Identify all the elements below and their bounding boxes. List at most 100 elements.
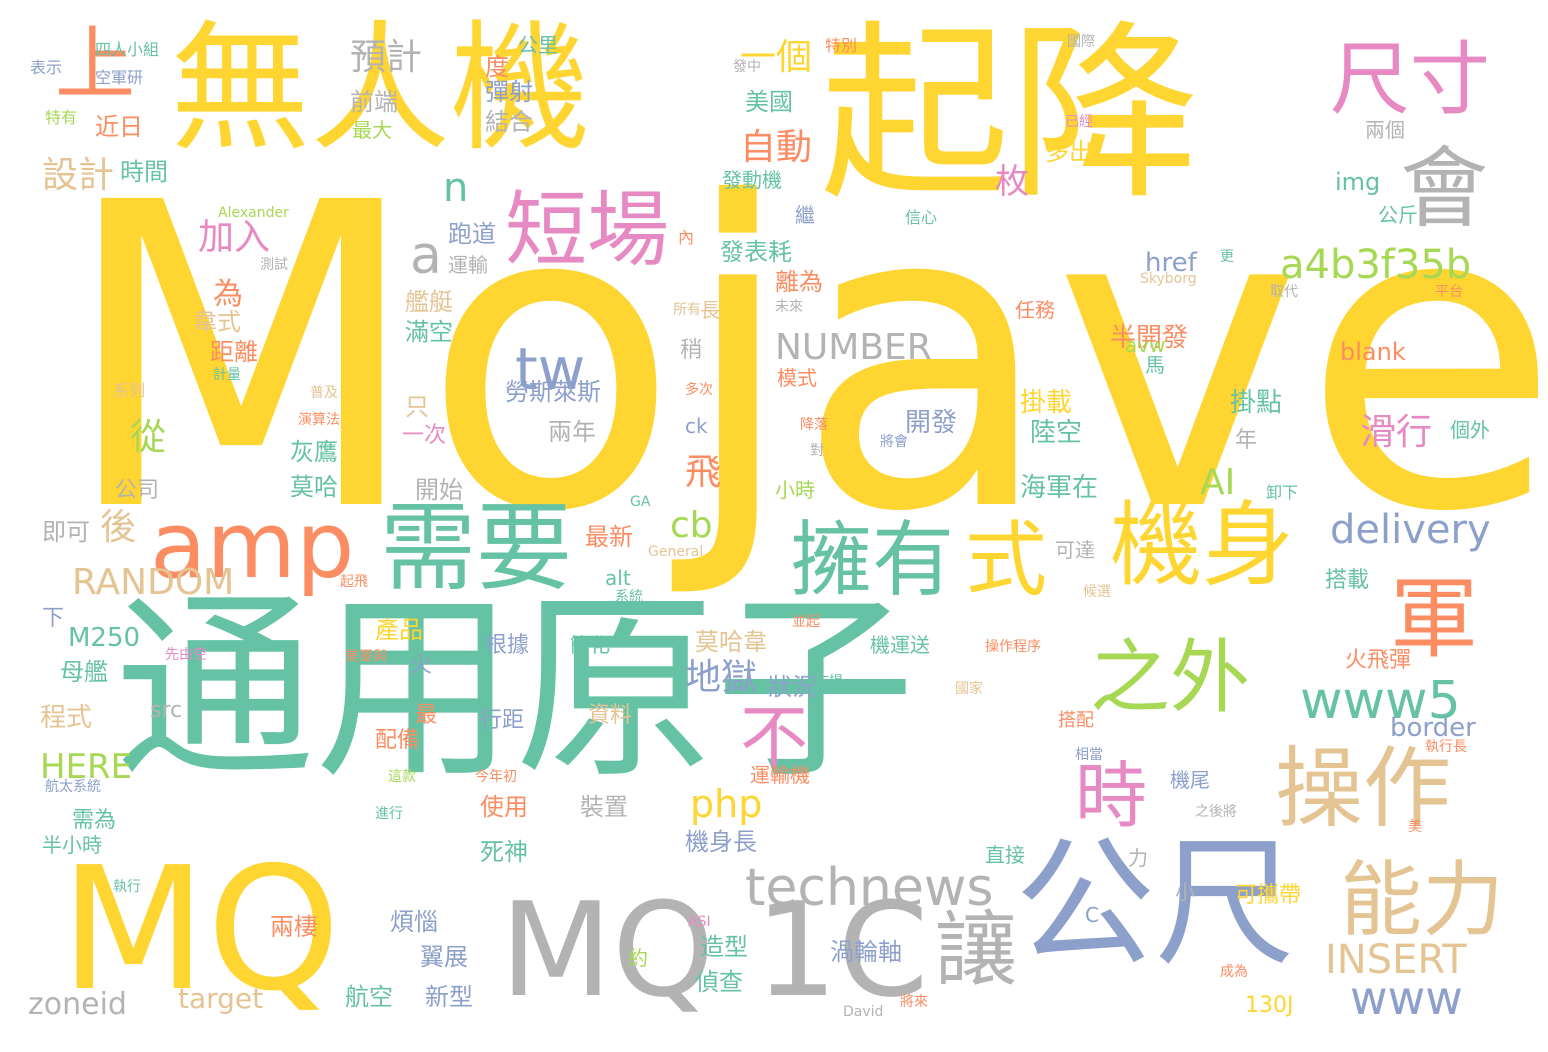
cloud-word: 加入 [198,217,271,258]
cloud-word: 搭載 [1325,568,1370,593]
cloud-word: 跑道 [448,220,496,248]
cloud-word: 煩惱 [390,908,438,936]
cloud-word: a [410,226,442,286]
cloud-word: 海軍在 [1020,473,1099,503]
cloud-word: Alexander [218,205,289,221]
cloud-word: 行距 [480,708,525,733]
cloud-word: 一個 [740,37,813,78]
cloud-word: 運輸機 [750,763,810,787]
cloud-word: 程式 [40,703,93,733]
cloud-word: 特有 [45,108,78,127]
cloud-word: MQ [500,874,715,1026]
cloud-word: 起飛 [340,574,368,590]
cloud-word: 無人機 [170,8,591,171]
cloud-word: 自動 [740,127,813,168]
cloud-word: 上 [55,18,135,111]
cloud-word: 個外 [1450,418,1490,442]
cloud-word: 成為 [1220,964,1248,980]
cloud-word: C [1085,903,1099,927]
cloud-word: 國家 [955,681,983,697]
cloud-word: 距離 [210,338,258,366]
cloud-word: 灰鷹 [290,438,338,466]
cloud-word: 莫哈 [290,473,338,501]
cloud-word: 執行長 [1425,739,1467,755]
cloud-word: 市場 [815,674,843,690]
cloud-word: RANDOM [72,562,235,603]
cloud-word: 直接 [985,843,1025,867]
cloud-word: 平台 [1435,284,1463,300]
cloud-word: 機身 [1110,492,1295,599]
cloud-word: 系統 [615,589,643,605]
cloud-word: target [178,982,264,1015]
cloud-word: 時 [1075,754,1148,838]
cloud-word: 公斤 [1378,203,1418,227]
cloud-word: NUMBER [775,327,932,368]
cloud-word: 偵查 [695,968,743,996]
cloud-word: Skyborg [1140,271,1197,287]
cloud-word: 兩個 [1365,118,1405,142]
cloud-word: 進行 [375,806,403,822]
cloud-word: 離為 [775,268,823,296]
cloud-word: 會 [1400,137,1489,240]
cloud-word: INSERT [1325,937,1467,983]
cloud-word: 130J [1245,993,1294,1018]
cloud-word: 度 [485,53,509,81]
cloud-word: 小時 [775,478,815,502]
cloud-word: www5 [1300,671,1461,731]
cloud-word: 陸空 [1030,418,1083,448]
cloud-word: HERE [40,747,133,787]
cloud-word: 軍 [1390,567,1479,670]
cloud-word: 資料 [588,703,633,728]
cloud-word: 半小時 [42,833,102,857]
cloud-word: src [150,698,183,723]
cloud-word: 稍 [680,338,703,363]
cloud-word: 運輸 [448,253,488,277]
cloud-word: 並起 [792,614,820,630]
cloud-word: 新型 [425,983,473,1011]
cloud-word: 長 [700,298,720,322]
cloud-word: 特別 [825,36,858,55]
cloud-word: 年 [1235,428,1258,453]
cloud-word: www [1350,971,1463,1025]
cloud-word: 機身長 [685,828,757,856]
cloud-word: 一次 [402,423,447,448]
cloud-word: 演算法 [298,412,340,428]
cloud-word: 內 [678,228,695,247]
cloud-word: 航空 [345,983,393,1011]
cloud-word: 普及 [310,385,338,401]
cloud-word: ck [685,414,708,438]
cloud-word: 四人小組 [95,40,160,59]
cloud-word: 對 [810,443,824,459]
cloud-word: 未來 [775,299,803,315]
cloud-word: 下 [42,606,65,631]
cloud-word: 母艦 [60,658,108,686]
cloud-word: 使用 [480,793,528,821]
cloud-word: delivery [1330,507,1491,553]
cloud-word: 開發 [905,408,958,438]
cloud-word: amp [150,492,355,599]
cloud-word: 起降 [820,4,1201,225]
cloud-word: 從 [130,417,167,458]
cloud-word: 狀況 [768,673,816,701]
cloud-word: 可攜帶 [1235,883,1302,908]
cloud-word: 設計 [42,155,115,196]
cloud-word: 操作 [1275,737,1452,840]
cloud-word: 之外 [1090,631,1250,724]
cloud-word: 美國 [745,88,793,116]
cloud-word: 通用原子 [115,573,916,806]
cloud-word: 美軍與 [345,649,387,665]
cloud-word: 1C [755,874,929,1026]
cloud-word: 簡化 [570,633,610,657]
cloud-word: n [443,165,469,211]
cloud-word: php [690,782,763,826]
cloud-word: tw [515,335,586,403]
cloud-word: David [843,1004,884,1020]
cloud-word: 結合 [485,108,533,136]
cloud-word: 多出 [1045,138,1093,166]
cloud-word: 配備 [375,728,420,753]
cloud-word: blank [1340,338,1406,366]
cloud-word: 已經 [1065,114,1093,130]
cloud-word: 滿空 [405,318,453,346]
cloud-word: 掛點 [1230,388,1283,418]
cloud-word: 渦輪軸 [830,938,902,966]
